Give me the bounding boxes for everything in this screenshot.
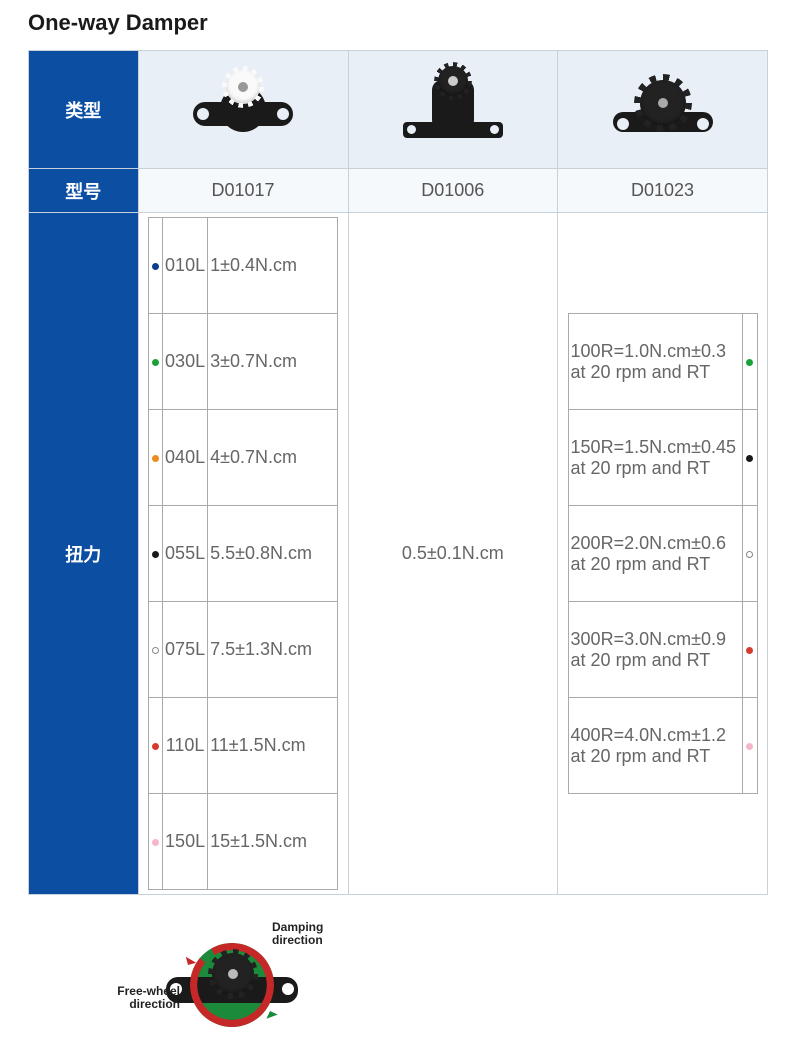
torque-spec-row: 030L3±0.7N.cm	[149, 314, 338, 410]
torque-spec-row: 300R=3.0N.cm±0.9 at 20 rpm and RT	[568, 602, 757, 698]
damper-icon	[188, 62, 298, 152]
torque-spec-row: 200R=2.0N.cm±0.6 at 20 rpm and RT	[568, 506, 757, 602]
type-cell-d01006	[348, 51, 558, 169]
torque-spec-row: 075L7.5±1.3N.cm	[149, 602, 338, 698]
damper-icon	[608, 62, 718, 152]
damper-icon	[398, 62, 508, 152]
torque-spec-row: 010L1±0.4N.cm	[149, 218, 338, 314]
torque-right-table: 100R=1.0N.cm±0.3 at 20 rpm and RT150R=1.…	[568, 313, 758, 794]
torque-spec-row: 400R=4.0N.cm±1.2 at 20 rpm and RT	[568, 698, 757, 794]
torque-left-table: 010L1±0.4N.cm030L3±0.7N.cm040L4±0.7N.cm0…	[148, 217, 338, 890]
page-title: One-way Damper	[0, 0, 800, 50]
torque-spec-row: 100R=1.0N.cm±0.3 at 20 rpm and RT	[568, 314, 757, 410]
model-cell: D01023	[558, 169, 768, 213]
torque-spec-row: 055L5.5±0.8N.cm	[149, 506, 338, 602]
direction-diagram: Free-wheel direction Damping direction	[120, 915, 380, 1054]
type-cell-d01023	[558, 51, 768, 169]
torque-spec-row: 040L4±0.7N.cm	[149, 410, 338, 506]
type-cell-d01017	[138, 51, 348, 169]
torque-spec-row: 150L15±1.5N.cm	[149, 794, 338, 890]
freewheel-label: Free-wheel direction	[102, 985, 180, 1011]
spec-table: 类型 型号 D01017 D01006 D01023	[28, 50, 768, 895]
torque-spec-row: 150R=1.5N.cm±0.45 at 20 rpm and RT	[568, 410, 757, 506]
torque-cell-d01017: 010L1±0.4N.cm030L3±0.7N.cm040L4±0.7N.cm0…	[138, 213, 348, 895]
freewheel-arrow-icon	[262, 1003, 277, 1018]
torque-cell-d01006: 0.5±0.1N.cm	[348, 213, 558, 895]
model-cell: D01006	[348, 169, 558, 213]
model-header: 型号	[29, 169, 139, 213]
damping-label: Damping direction	[272, 921, 352, 947]
torque-header: 扭力	[29, 213, 139, 895]
type-row: 类型	[29, 51, 768, 169]
model-row: 型号 D01017 D01006 D01023	[29, 169, 768, 213]
type-header: 类型	[29, 51, 139, 169]
gear-icon	[212, 953, 254, 995]
torque-cell-d01023: 100R=1.0N.cm±0.3 at 20 rpm and RT150R=1.…	[558, 213, 768, 895]
model-cell: D01017	[138, 169, 348, 213]
torque-row: 扭力 010L1±0.4N.cm030L3±0.7N.cm040L4±0.7N.…	[29, 213, 768, 895]
torque-spec-row: 110L11±1.5N.cm	[149, 698, 338, 794]
